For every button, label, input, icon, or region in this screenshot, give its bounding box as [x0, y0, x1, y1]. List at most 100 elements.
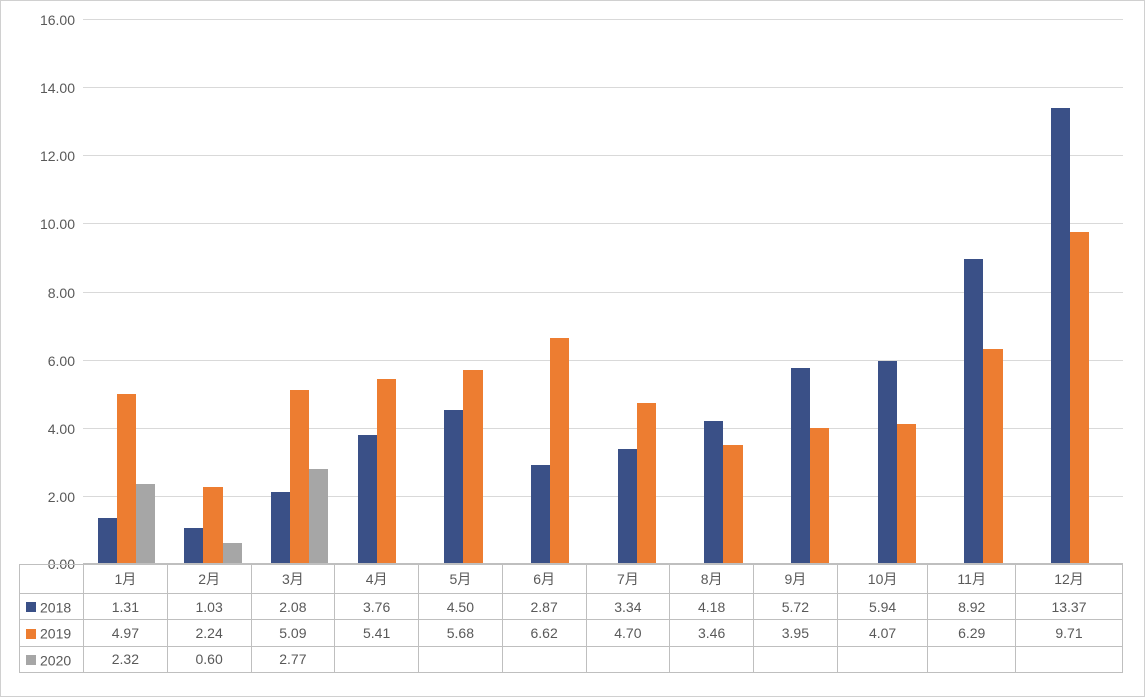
table-cell: 5.72 — [754, 594, 838, 620]
table-cell: 2.77 — [251, 646, 335, 672]
table-cell — [670, 646, 754, 672]
table-cell — [837, 646, 928, 672]
category-header: 6月 — [502, 565, 586, 594]
table-cell: 13.37 — [1016, 594, 1123, 620]
bar-2018-2月 — [184, 528, 203, 563]
category-header: 5月 — [419, 565, 503, 594]
bars-layer — [83, 19, 1123, 563]
y-tick-label: 10.00 — [40, 216, 75, 232]
table-row: 2019 4.972.245.095.415.686.624.703.463.95… — [20, 620, 1123, 646]
category-header: 1月 — [84, 565, 168, 594]
table-cell: 6.29 — [928, 620, 1016, 646]
table-cell: 2.32 — [84, 646, 168, 672]
y-tick-label: 4.00 — [48, 421, 75, 437]
chart-container: 0.002.004.006.008.0010.0012.0014.0016.00… — [0, 0, 1145, 697]
table-cell: 2.08 — [251, 594, 335, 620]
category-header: 10月 — [837, 565, 928, 594]
category-header: 8月 — [670, 565, 754, 594]
bar-2019-4月 — [377, 379, 396, 563]
legend-cell-2018: 2018 — [20, 594, 84, 620]
bar-2018-3月 — [271, 492, 290, 563]
legend-swatch — [26, 602, 36, 612]
legend-cell-2020: 2020 — [20, 646, 84, 672]
table-corner-cell — [20, 565, 84, 594]
table-cell — [1016, 646, 1123, 672]
category-header: 9月 — [754, 565, 838, 594]
bar-2020-2月 — [223, 543, 242, 563]
table-cell — [419, 646, 503, 672]
table-cell: 3.46 — [670, 620, 754, 646]
table-cell: 3.95 — [754, 620, 838, 646]
table-cell: 4.07 — [837, 620, 928, 646]
bar-2018-7月 — [618, 449, 637, 563]
table-cell — [335, 646, 419, 672]
legend-label: 2019 — [40, 626, 71, 642]
table-row: 2018 1.311.032.083.764.502.873.344.185.72… — [20, 594, 1123, 620]
bar-2019-11月 — [983, 349, 1002, 563]
legend-cell-2019: 2019 — [20, 620, 84, 646]
table-cell: 4.18 — [670, 594, 754, 620]
table-cell: 4.50 — [419, 594, 503, 620]
bar-2019-3月 — [290, 390, 309, 563]
legend-swatch — [26, 655, 36, 665]
y-tick-label: 6.00 — [48, 353, 75, 369]
table-cell — [502, 646, 586, 672]
category-header: 12月 — [1016, 565, 1123, 594]
table-cell: 5.68 — [419, 620, 503, 646]
bar-2019-1月 — [117, 394, 136, 563]
bar-2019-9月 — [810, 428, 829, 563]
bar-2018-12月 — [1051, 108, 1070, 563]
bar-2019-2月 — [203, 487, 222, 563]
table-cell: 4.97 — [84, 620, 168, 646]
legend-label: 2020 — [40, 652, 71, 668]
y-tick-label: 14.00 — [40, 80, 75, 96]
bar-2018-6月 — [531, 465, 550, 563]
category-header: 7月 — [586, 565, 670, 594]
table-cell: 2.24 — [167, 620, 251, 646]
table-cell: 3.34 — [586, 594, 670, 620]
data-table: 1月2月3月4月5月6月7月8月9月10月11月12月20181.311.032… — [19, 564, 1123, 673]
table-cell: 1.03 — [167, 594, 251, 620]
table-row: 2020 2.320.602.77 — [20, 646, 1123, 672]
bar-2018-11月 — [964, 259, 983, 563]
bar-2019-7月 — [637, 403, 656, 563]
category-header: 2月 — [167, 565, 251, 594]
table-cell — [586, 646, 670, 672]
table-cell — [754, 646, 838, 672]
category-header: 4月 — [335, 565, 419, 594]
bar-2020-1月 — [136, 484, 155, 563]
table-cell: 4.70 — [586, 620, 670, 646]
y-tick-label: 16.00 — [40, 12, 75, 28]
table-cell: 5.41 — [335, 620, 419, 646]
bar-2018-8月 — [704, 421, 723, 563]
legend-label: 2018 — [40, 599, 71, 615]
bar-2019-6月 — [550, 338, 569, 563]
table-cell: 0.60 — [167, 646, 251, 672]
plot-area: 0.002.004.006.008.0010.0012.0014.0016.00 — [83, 19, 1123, 564]
bar-2018-10月 — [878, 361, 897, 563]
bar-2019-5月 — [463, 370, 482, 563]
bar-2018-4月 — [358, 435, 377, 563]
bar-2019-10月 — [897, 424, 916, 563]
bar-2018-5月 — [444, 410, 463, 563]
table-cell: 6.62 — [502, 620, 586, 646]
table-cell: 5.94 — [837, 594, 928, 620]
bar-2018-9月 — [791, 368, 810, 563]
table-header-row: 1月2月3月4月5月6月7月8月9月10月11月12月 — [20, 565, 1123, 594]
y-tick-label: 8.00 — [48, 285, 75, 301]
table-cell: 3.76 — [335, 594, 419, 620]
category-header: 11月 — [928, 565, 1016, 594]
category-header: 3月 — [251, 565, 335, 594]
table-cell — [928, 646, 1016, 672]
bar-2020-3月 — [309, 469, 328, 563]
y-tick-label: 2.00 — [48, 489, 75, 505]
bar-2019-8月 — [723, 445, 742, 563]
bar-2019-12月 — [1070, 232, 1089, 563]
bar-2018-1月 — [98, 518, 117, 563]
y-tick-label: 12.00 — [40, 148, 75, 164]
legend-swatch — [26, 629, 36, 639]
table-cell: 9.71 — [1016, 620, 1123, 646]
table-cell: 5.09 — [251, 620, 335, 646]
table-cell: 1.31 — [84, 594, 168, 620]
table-cell: 2.87 — [502, 594, 586, 620]
